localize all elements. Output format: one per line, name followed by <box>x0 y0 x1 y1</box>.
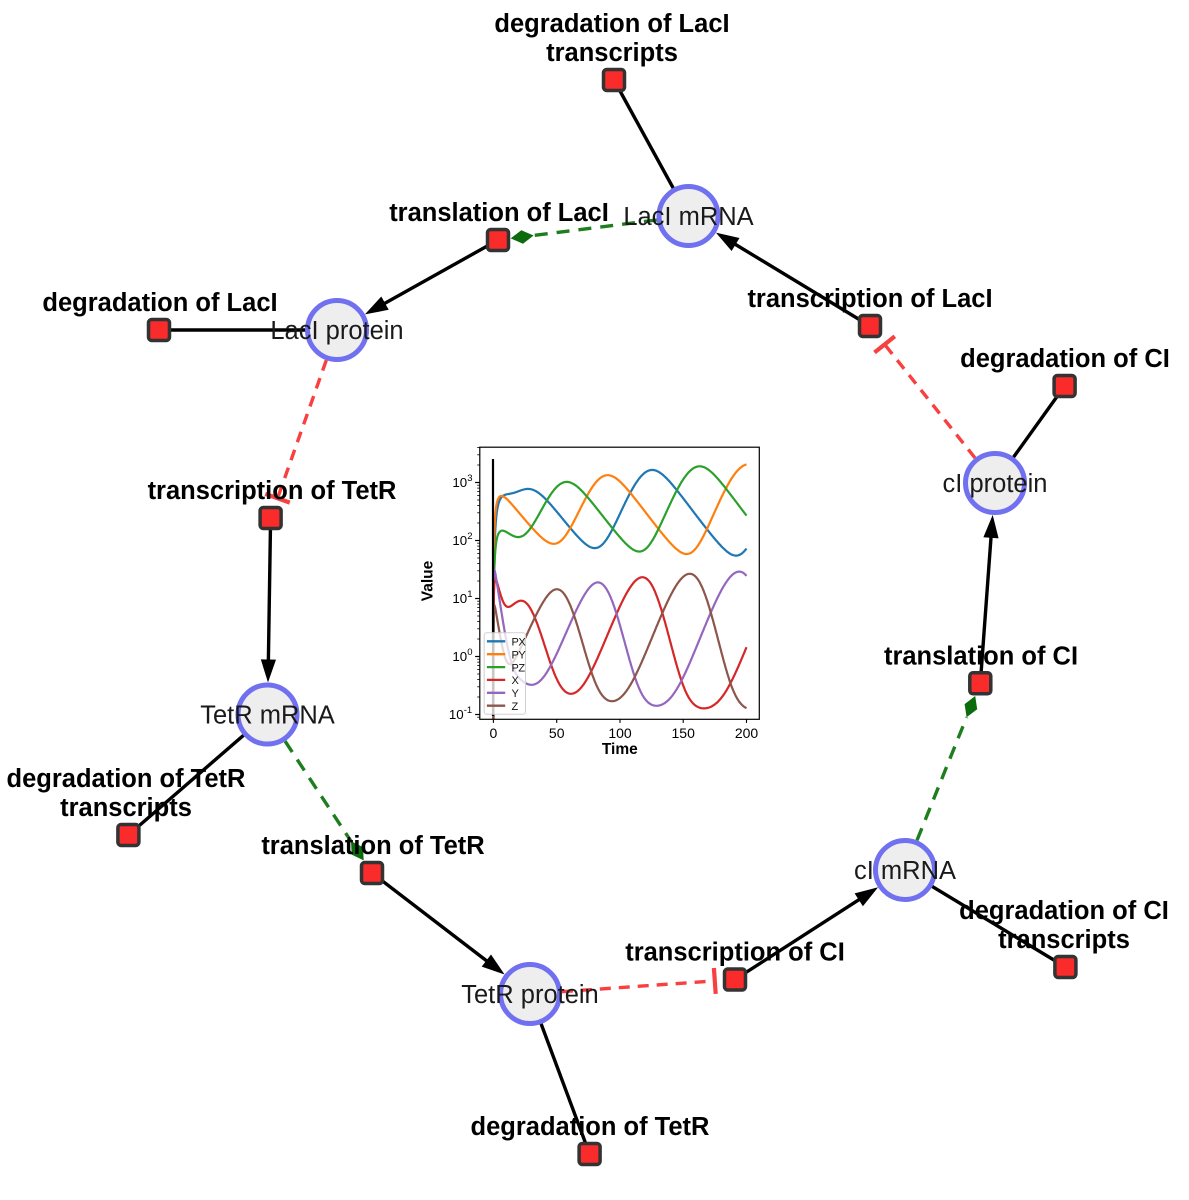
svg-text:Y: Y <box>512 688 520 700</box>
svg-text:translation of TetR: translation of TetR <box>261 832 484 860</box>
svg-text:50: 50 <box>549 725 565 741</box>
svg-text:PY: PY <box>512 650 527 662</box>
svg-text:Time: Time <box>602 741 638 758</box>
svg-text:translation of LacI: translation of LacI <box>389 199 609 227</box>
svg-text:200: 200 <box>735 725 759 741</box>
svg-text:PX: PX <box>512 637 527 649</box>
svg-text:0: 0 <box>490 725 498 741</box>
svg-text:X: X <box>512 675 520 687</box>
svg-text:Z: Z <box>512 701 519 713</box>
svg-text:transcripts: transcripts <box>546 39 678 67</box>
svg-text:transcripts: transcripts <box>998 926 1130 954</box>
svg-text:transcription of LacI: transcription of LacI <box>747 285 992 313</box>
svg-text:degradation of CI: degradation of CI <box>959 897 1169 925</box>
svg-text:transcription of CI: transcription of CI <box>625 939 845 967</box>
svg-text:TetR mRNA: TetR mRNA <box>200 702 335 730</box>
svg-text:PZ: PZ <box>512 662 526 674</box>
svg-text:150: 150 <box>672 725 696 741</box>
svg-text:100: 100 <box>608 725 632 741</box>
svg-text:transcription of TetR: transcription of TetR <box>148 477 397 505</box>
svg-text:degradation of TetR: degradation of TetR <box>7 765 246 793</box>
svg-text:degradation of LacI: degradation of LacI <box>42 289 277 317</box>
svg-text:transcripts: transcripts <box>60 794 192 822</box>
svg-text:Value: Value <box>420 560 437 601</box>
svg-text:degradation of CI: degradation of CI <box>960 345 1170 373</box>
svg-text:cI mRNA: cI mRNA <box>854 857 956 885</box>
svg-text:degradation of LacI: degradation of LacI <box>494 10 729 38</box>
svg-text:translation of CI: translation of CI <box>884 642 1078 670</box>
svg-text:cI protein: cI protein <box>943 470 1048 498</box>
svg-text:LacI mRNA: LacI mRNA <box>623 203 753 231</box>
svg-text:LacI protein: LacI protein <box>270 317 403 345</box>
svg-text:TetR protein: TetR protein <box>461 981 599 1009</box>
svg-text:degradation of TetR: degradation of TetR <box>471 1113 710 1141</box>
